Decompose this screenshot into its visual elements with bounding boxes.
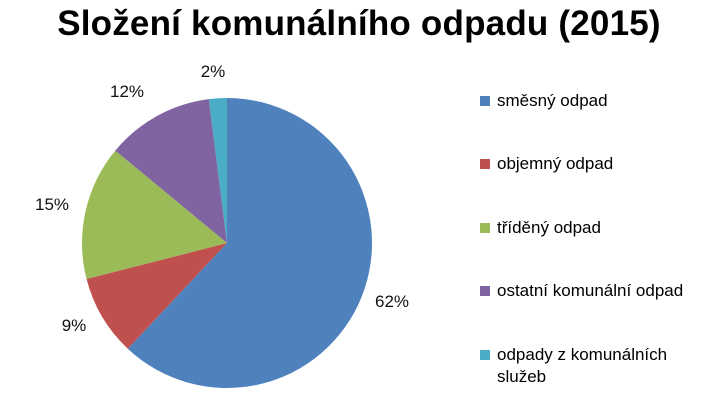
pie-slice-4	[115, 99, 227, 243]
legend-label: odpady z komunálních služeb	[497, 345, 668, 386]
data-label-4: 12%	[110, 82, 144, 101]
legend-swatch	[480, 350, 490, 360]
pie-slice-1	[127, 98, 373, 388]
legend-item: objemný odpad	[480, 153, 713, 175]
legend-swatch	[480, 286, 490, 296]
legend-item: ostatní komunální odpad	[480, 280, 713, 302]
legend-swatch	[480, 223, 490, 233]
data-label-3: 15%	[35, 195, 69, 214]
data-label-1: 62%	[375, 292, 409, 311]
legend-swatch	[480, 159, 490, 169]
legend-label: objemný odpad	[497, 154, 614, 173]
legend-label: směsný odpad	[497, 91, 608, 110]
legend-label: ostatní komunální odpad	[497, 281, 684, 300]
pie-slice-3	[82, 150, 227, 280]
chart-title: Složení komunálního odpadu (2015)	[57, 4, 661, 43]
data-label-5: 2%	[201, 62, 226, 81]
pie-slices	[82, 98, 373, 388]
legend-swatch	[480, 96, 490, 106]
legend-label: tříděný odpad	[497, 218, 601, 237]
pie-data-labels: 62% 9% 15% 12% 2%	[35, 62, 409, 335]
pie-slice-2	[86, 243, 227, 349]
legend-item: tříděný odpad	[480, 217, 713, 239]
data-label-2: 9%	[62, 316, 87, 335]
legend-item: odpady z komunálních služeb	[480, 344, 713, 388]
pie-slice-5	[208, 98, 227, 243]
legend-item: směsný odpad	[480, 90, 713, 112]
